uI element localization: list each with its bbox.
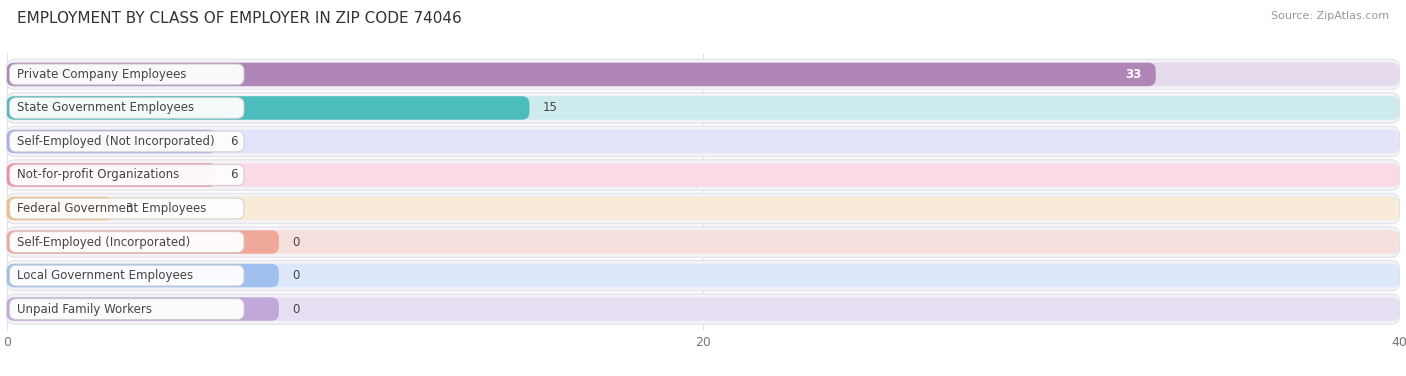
FancyBboxPatch shape	[7, 297, 278, 321]
Text: 0: 0	[292, 303, 299, 315]
FancyBboxPatch shape	[7, 96, 1399, 120]
Text: 0: 0	[292, 269, 299, 282]
FancyBboxPatch shape	[10, 64, 245, 85]
FancyBboxPatch shape	[7, 63, 1399, 86]
FancyBboxPatch shape	[7, 160, 1399, 190]
Text: Self-Employed (Not Incorporated): Self-Employed (Not Incorporated)	[17, 135, 215, 148]
FancyBboxPatch shape	[7, 197, 111, 220]
Text: Local Government Employees: Local Government Employees	[17, 269, 194, 282]
FancyBboxPatch shape	[7, 96, 529, 120]
Text: 6: 6	[229, 135, 238, 148]
Text: Self-Employed (Incorporated): Self-Employed (Incorporated)	[17, 235, 191, 249]
FancyBboxPatch shape	[7, 297, 1399, 321]
FancyBboxPatch shape	[7, 130, 1399, 153]
FancyBboxPatch shape	[10, 97, 245, 118]
Text: Federal Government Employees: Federal Government Employees	[17, 202, 207, 215]
Text: 15: 15	[543, 102, 558, 114]
FancyBboxPatch shape	[10, 299, 245, 320]
FancyBboxPatch shape	[7, 130, 217, 153]
FancyBboxPatch shape	[10, 165, 245, 185]
Text: Source: ZipAtlas.com: Source: ZipAtlas.com	[1271, 11, 1389, 21]
FancyBboxPatch shape	[7, 264, 1399, 287]
FancyBboxPatch shape	[7, 163, 217, 187]
FancyBboxPatch shape	[7, 230, 278, 254]
FancyBboxPatch shape	[7, 163, 1399, 187]
Text: 33: 33	[1125, 68, 1142, 81]
FancyBboxPatch shape	[7, 197, 1399, 220]
Text: EMPLOYMENT BY CLASS OF EMPLOYER IN ZIP CODE 74046: EMPLOYMENT BY CLASS OF EMPLOYER IN ZIP C…	[17, 11, 461, 26]
FancyBboxPatch shape	[7, 126, 1399, 157]
FancyBboxPatch shape	[10, 198, 245, 219]
FancyBboxPatch shape	[10, 265, 245, 286]
Text: State Government Employees: State Government Employees	[17, 102, 194, 114]
FancyBboxPatch shape	[7, 230, 1399, 254]
Text: 0: 0	[292, 235, 299, 249]
FancyBboxPatch shape	[7, 294, 1399, 324]
FancyBboxPatch shape	[7, 260, 1399, 291]
FancyBboxPatch shape	[7, 264, 278, 287]
FancyBboxPatch shape	[10, 232, 245, 252]
FancyBboxPatch shape	[7, 227, 1399, 257]
Text: 6: 6	[229, 168, 238, 182]
FancyBboxPatch shape	[7, 59, 1399, 90]
FancyBboxPatch shape	[7, 63, 1156, 86]
FancyBboxPatch shape	[10, 131, 245, 152]
Text: 3: 3	[125, 202, 132, 215]
Text: Unpaid Family Workers: Unpaid Family Workers	[17, 303, 152, 315]
Text: Not-for-profit Organizations: Not-for-profit Organizations	[17, 168, 180, 182]
FancyBboxPatch shape	[7, 193, 1399, 224]
FancyBboxPatch shape	[7, 93, 1399, 123]
Text: Private Company Employees: Private Company Employees	[17, 68, 187, 81]
